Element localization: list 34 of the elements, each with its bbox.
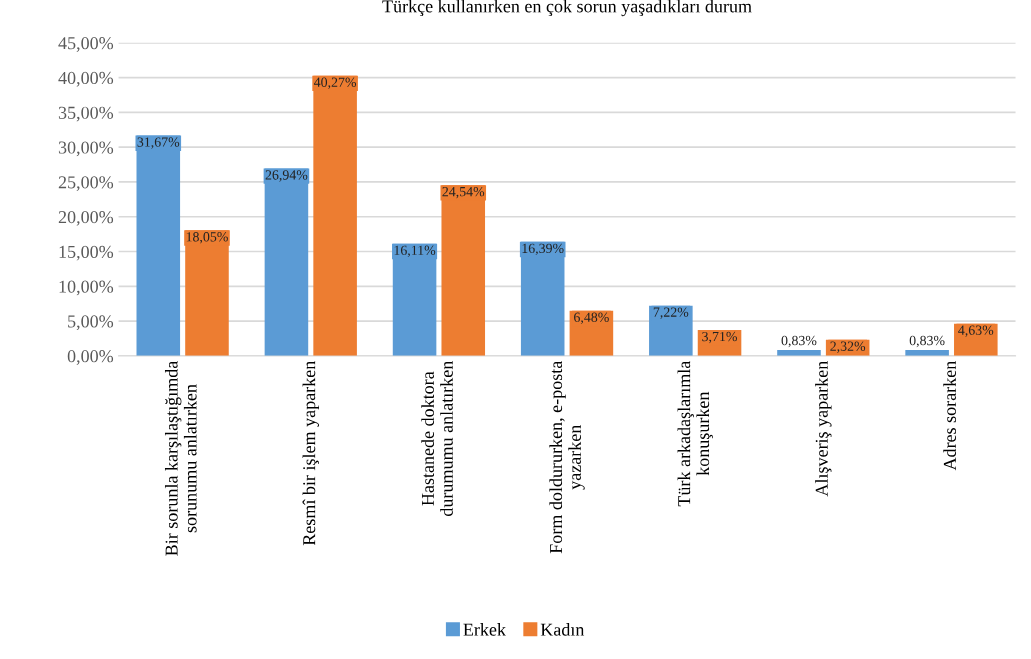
data-label: 0,83%: [781, 335, 817, 348]
y-tick-label: 45,00%: [58, 37, 114, 52]
y-tick-label: 30,00%: [58, 141, 114, 157]
chart-title: Türkçe kullanırken en çok sorun yaşadıkları durum: [382, 0, 752, 17]
data-label: 2,32%: [830, 341, 866, 353]
legend-label: Kadın: [540, 623, 585, 636]
data-label: 3,71%: [702, 331, 737, 344]
x-tick-label: Türk arkadaşlarımla konuşurken: [677, 360, 713, 507]
x-tick-label: Hastanede doktora durumumu anlatırken: [421, 360, 453, 517]
y-tick-label: 10,00%: [59, 280, 114, 296]
x-tick-label: Adres sorarken: [943, 361, 956, 471]
legend-label: Erkek: [463, 623, 506, 636]
data-label: 16,11%: [394, 245, 436, 257]
data-label: 31,67%: [137, 137, 180, 149]
y-tick-label: 15,00%: [59, 245, 114, 261]
x-tick-label: Form doldururken, e-posta yazarken: [549, 360, 585, 554]
y-tick-label: 40,00%: [58, 71, 114, 87]
data-label: 24,54%: [442, 186, 485, 199]
x-tick-label: Alışveriş yaparken: [815, 361, 832, 497]
data-label: 16,39%: [522, 243, 564, 256]
data-label: 4,63%: [958, 325, 994, 337]
data-label: 7,22%: [653, 307, 689, 319]
data-label: 40,27%: [313, 77, 357, 89]
y-tick-label: 35,00%: [58, 106, 114, 122]
y-tick-label: 20,00%: [58, 211, 114, 226]
y-tick-label: 5,00%: [68, 315, 114, 331]
data-label: 26,94%: [265, 170, 308, 182]
y-tick-label: 0,00%: [67, 350, 114, 365]
x-tick-label: Bir sorunla karşılaştığımda sorunumu anlatırken: [164, 360, 197, 556]
data-label: 18,05%: [186, 232, 228, 244]
data-label: 0,83%: [909, 335, 945, 348]
y-tick-label: 25,00%: [58, 176, 114, 191]
data-label: 6,48%: [574, 312, 609, 324]
x-tick-label: Resmî bir işlem yaparken: [302, 361, 319, 546]
